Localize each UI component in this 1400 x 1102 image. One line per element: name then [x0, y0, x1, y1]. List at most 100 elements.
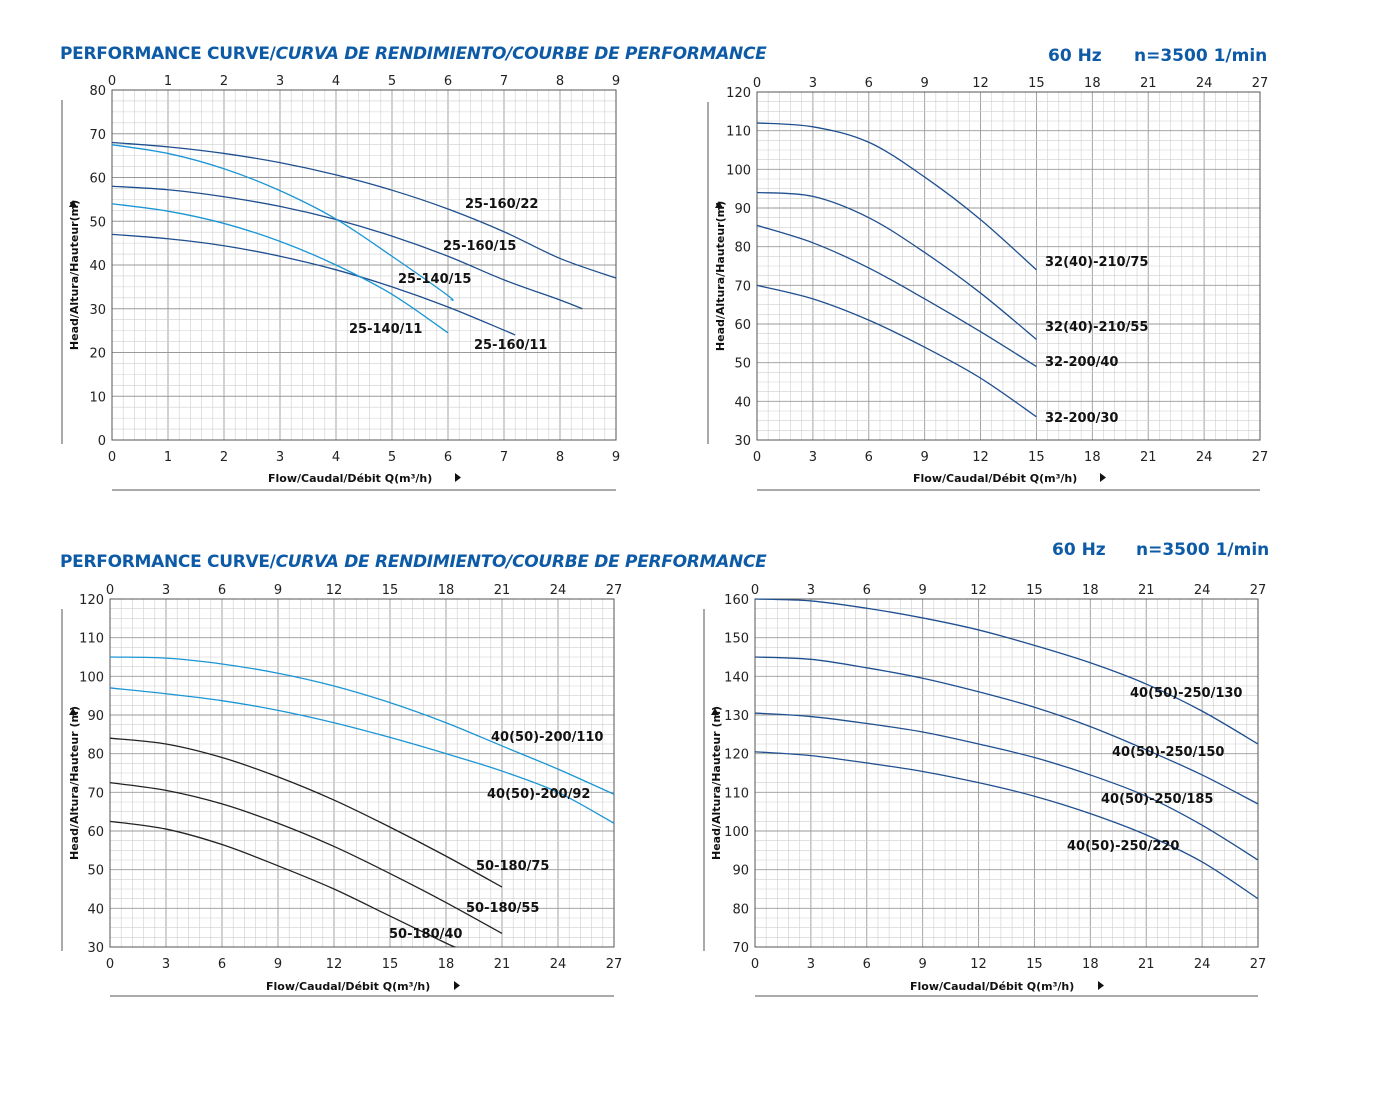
x-tick-label: 0 — [751, 957, 759, 972]
x-top-tick-label: 1 — [164, 74, 172, 89]
curve-label: 32(40)-210/55 — [1045, 320, 1148, 335]
x-axis-arrow — [1100, 473, 1106, 482]
chart-1: 0011223344556677889901020304050607080Hea… — [61, 74, 620, 491]
y-tick-label: 90 — [87, 709, 104, 724]
curve-32(40)-210/55 — [756, 191, 1037, 340]
y-axis-label: Head/Altura/Hauteur (m) — [68, 706, 81, 860]
x-tick-label: 12 — [972, 450, 989, 465]
chart-title-bottom: PERFORMANCE CURVE/CURVA DE RENDIMIENTO/C… — [60, 552, 767, 572]
x-top-tick-label: 18 — [1084, 76, 1101, 91]
x-tick-label: 27 — [606, 957, 623, 972]
y-axis-label: Head/Altura/Hauteur(m) — [714, 201, 727, 351]
x-top-tick-label: 27 — [606, 583, 623, 598]
y-tick-label: 110 — [79, 632, 104, 647]
curve-40(50)-250/220 — [754, 751, 1259, 900]
x-axis-label: Flow/Caudal/Débit Q(m³/h) — [268, 472, 432, 485]
y-axis-label: Head/Altura/Hauteur (m) — [710, 706, 723, 860]
x-top-tick-label: 18 — [438, 583, 455, 598]
curve-50-180/40 — [109, 820, 456, 948]
y-tick-label: 40 — [734, 395, 751, 410]
curve-50-180/75 — [109, 737, 503, 888]
x-top-tick-label: 9 — [919, 583, 927, 598]
x-top-tick-label: 12 — [970, 583, 987, 598]
y-tick-label: 40 — [87, 902, 104, 917]
x-top-tick-label: 9 — [274, 583, 282, 598]
curve-25-160/15 — [111, 185, 583, 310]
x-tick-label: 7 — [500, 450, 508, 465]
x-tick-label: 3 — [276, 450, 284, 465]
x-tick-label: 2 — [220, 450, 228, 465]
y-tick-label: 110 — [724, 786, 749, 801]
curve-label: 40(50)-200/92 — [487, 787, 590, 802]
y-tick-label: 60 — [89, 172, 106, 187]
y-tick-label: 150 — [724, 632, 749, 647]
y-tick-label: 110 — [726, 125, 751, 140]
x-tick-label: 6 — [444, 450, 452, 465]
x-tick-label: 0 — [108, 450, 116, 465]
x-tick-label: 24 — [1196, 450, 1213, 465]
curve-32-200/40 — [756, 224, 1037, 368]
x-tick-label: 9 — [919, 957, 927, 972]
title-italic-top: CURVA DE RENDIMIENTO/COURBE DE PERFORMAN… — [275, 44, 767, 64]
y-tick-label: 50 — [87, 864, 104, 879]
y-tick-label: 100 — [724, 825, 749, 840]
x-axis-label: Flow/Caudal/Débit Q(m³/h) — [266, 980, 430, 993]
plot-frame — [109, 598, 615, 948]
x-tick-label: 18 — [438, 957, 455, 972]
curve-label: 32(40)-210/75 — [1045, 255, 1148, 270]
x-top-tick-label: 3 — [809, 76, 817, 91]
curve-25-140/15 — [111, 144, 454, 301]
curve-label: 32-200/40 — [1045, 355, 1118, 370]
y-tick-label: 80 — [732, 902, 749, 917]
curve-50-180/55 — [109, 782, 503, 935]
curve-label: 25-140/11 — [349, 322, 422, 337]
y-tick-label: 100 — [726, 163, 751, 178]
plot-frame — [756, 91, 1261, 441]
x-tick-label: 0 — [106, 957, 114, 972]
x-axis-arrow — [454, 981, 460, 990]
x-tick-label: 15 — [382, 957, 399, 972]
y-tick-label: 70 — [734, 279, 751, 294]
x-top-tick-label: 8 — [556, 74, 564, 89]
x-top-tick-label: 12 — [972, 76, 989, 91]
curve-40(50)-250/130 — [754, 598, 1259, 745]
y-tick-label: 80 — [87, 748, 104, 763]
curve-label: 50-180/40 — [389, 927, 462, 942]
y-tick-label: 70 — [732, 941, 749, 956]
x-tick-label: 5 — [388, 450, 396, 465]
x-top-tick-label: 0 — [108, 74, 116, 89]
y-axis-arrow — [715, 201, 723, 208]
x-tick-label: 15 — [1028, 450, 1045, 465]
y-tick-label: 130 — [724, 709, 749, 724]
x-tick-label: 6 — [865, 450, 873, 465]
x-top-tick-label: 21 — [494, 583, 511, 598]
x-top-tick-label: 6 — [218, 583, 226, 598]
x-tick-label: 3 — [807, 957, 815, 972]
x-top-tick-label: 4 — [332, 74, 340, 89]
x-top-tick-label: 0 — [753, 76, 761, 91]
x-axis-label: Flow/Caudal/Débit Q(m³/h) — [910, 980, 1074, 993]
y-tick-label: 90 — [734, 202, 751, 217]
y-tick-label: 80 — [89, 84, 106, 99]
x-top-tick-label: 3 — [162, 583, 170, 598]
y-tick-label: 70 — [89, 128, 106, 143]
chart-2: 0 0 3 3 6 6 9 9 12 12 15 15 18 18 21 21 24 24 27 27 30 40 50 60… — [707, 76, 1269, 491]
x-top-tick-label: 27 — [1252, 76, 1269, 91]
x-top-tick-label: 15 — [382, 583, 399, 598]
x-top-tick-label: 6 — [444, 74, 452, 89]
curve-label: 40(50)-250/130 — [1130, 686, 1242, 701]
x-tick-label: 27 — [1250, 957, 1267, 972]
x-top-tick-label: 15 — [1026, 583, 1043, 598]
x-tick-label: 9 — [612, 450, 620, 465]
x-tick-label: 21 — [494, 957, 511, 972]
y-tick-label: 120 — [726, 86, 751, 101]
speed-label-bottom: n=3500 1/min — [1136, 540, 1270, 560]
x-tick-label: 6 — [218, 957, 226, 972]
x-top-tick-label: 9 — [612, 74, 620, 89]
y-tick-label: 20 — [89, 347, 106, 362]
x-tick-label: 12 — [970, 957, 987, 972]
frequency-label-top: 60 Hz — [1048, 46, 1102, 66]
x-tick-label: 15 — [1026, 957, 1043, 972]
curve-label: 25-160/22 — [465, 197, 538, 212]
